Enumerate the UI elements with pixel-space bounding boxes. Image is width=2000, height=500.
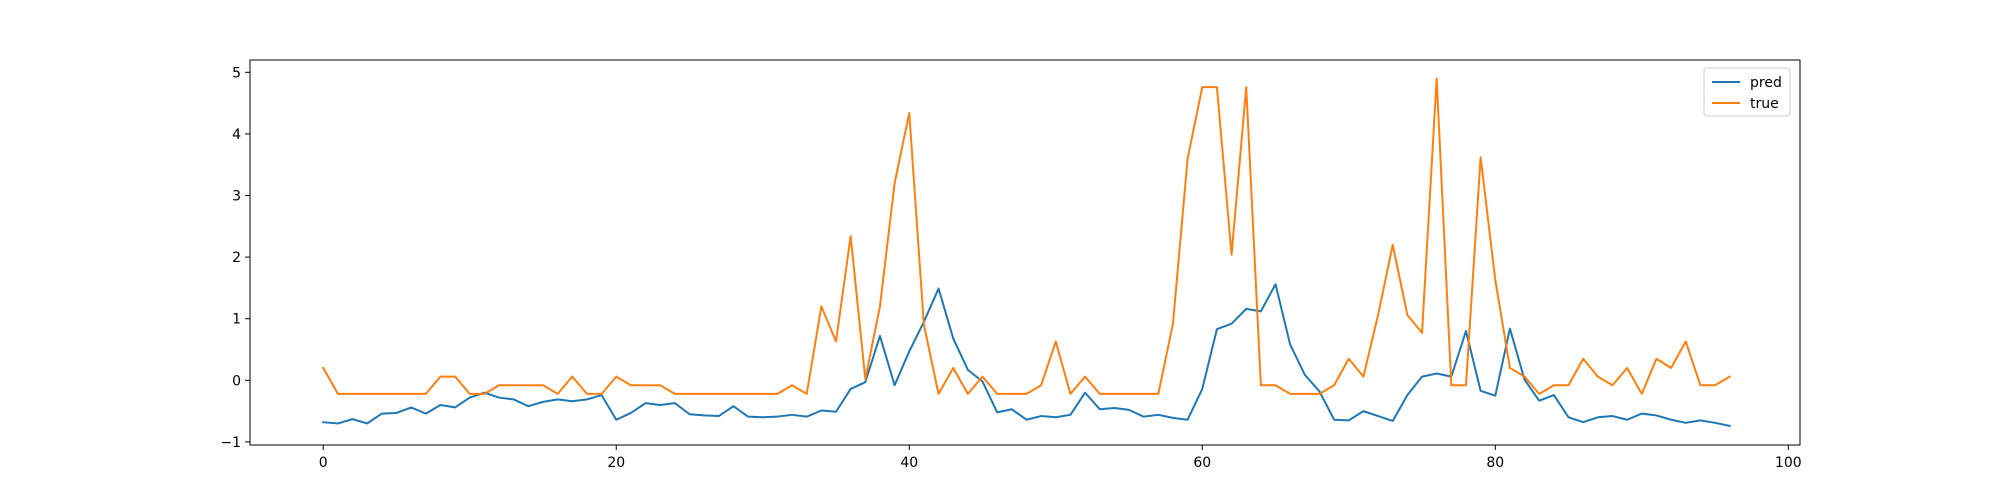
x-tick-label: 60 [1193, 455, 1211, 471]
legend-label-true: true [1750, 96, 1779, 112]
x-tick-label: 80 [1486, 455, 1504, 471]
y-tick-label: −1 [220, 435, 241, 451]
ticks-layer: 0 20 40 60 80 100 −1 0 1 2 3 4 5 [220, 65, 1801, 471]
y-tick-label: 0 [232, 373, 241, 389]
y-tick-label: 2 [232, 250, 241, 266]
x-tick-label: 20 [607, 455, 625, 471]
axes-layer [249, 59, 1801, 446]
y-tick-label: 4 [232, 127, 241, 143]
y-tick-label: 3 [232, 189, 241, 205]
x-tick-label: 0 [319, 455, 328, 471]
x-tick-label: 40 [900, 455, 918, 471]
legend: pred true [1703, 67, 1791, 117]
x-tick-label: 100 [1775, 455, 1802, 471]
series-line-pred [322, 283, 1731, 428]
series-layer [321, 77, 1732, 428]
legend-label-pred: pred [1750, 75, 1782, 91]
y-tick-label: 1 [232, 312, 241, 328]
y-tick-label: 5 [232, 65, 241, 81]
series-line-true [321, 77, 1732, 395]
plot-frame [249, 59, 1801, 446]
